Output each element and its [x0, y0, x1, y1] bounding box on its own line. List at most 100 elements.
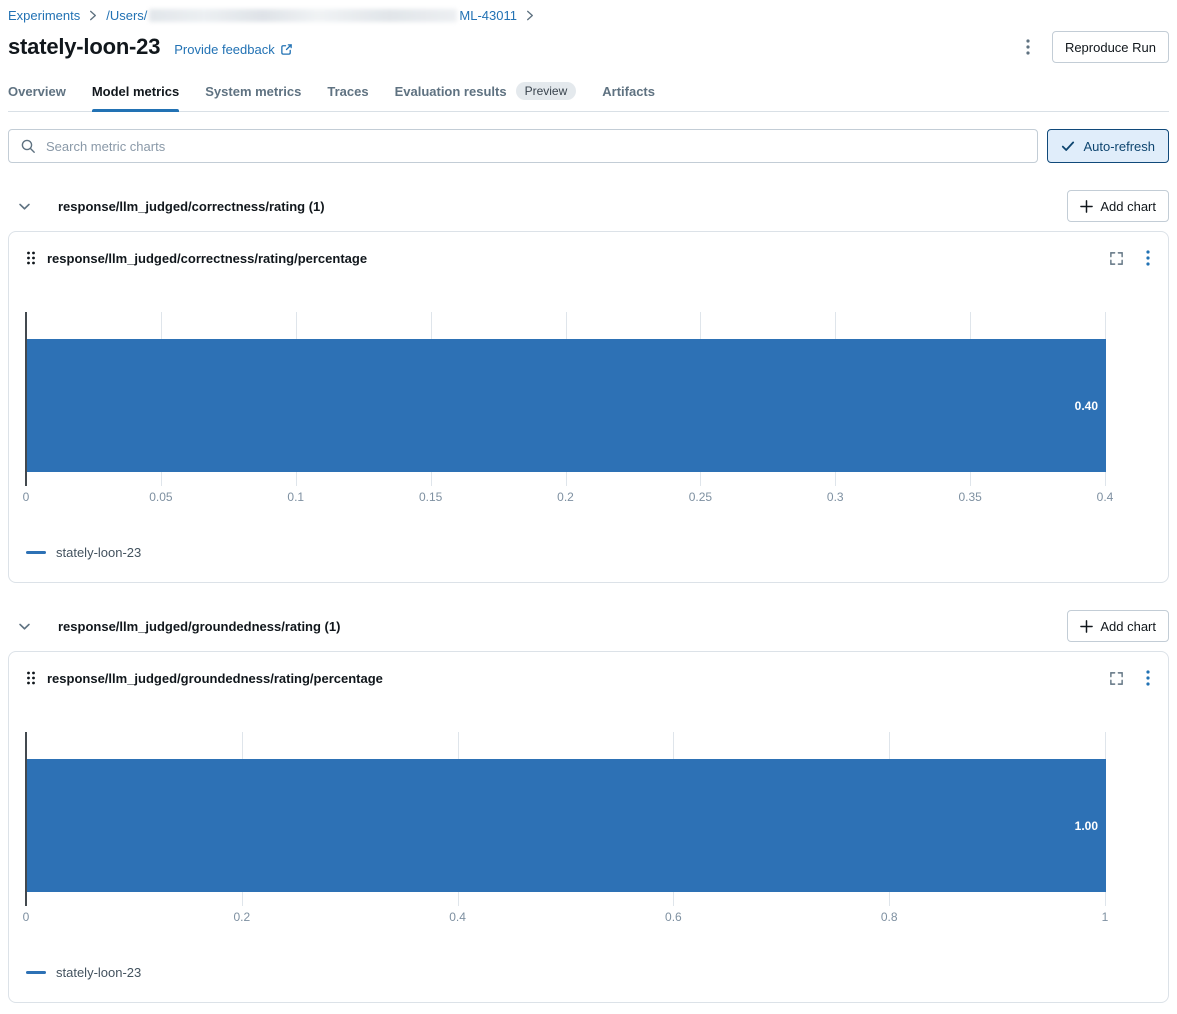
tab-evaluation-results[interactable]: Evaluation results Preview — [395, 76, 577, 111]
x-axis-ticks: 0 0.2 0.4 0.6 0.8 1 — [22, 897, 1109, 925]
auto-refresh-label: Auto-refresh — [1083, 138, 1155, 154]
tab-model-metrics[interactable]: Model metrics — [91, 76, 180, 112]
chevron-right-icon — [526, 10, 534, 21]
tab-label: Traces — [327, 83, 369, 99]
metrics-toolbar: Auto-refresh — [8, 129, 1169, 163]
x-tick-label: 0.1 — [287, 490, 305, 504]
bar[interactable]: 1.00 — [27, 759, 1106, 892]
chart-overflow-menu-button[interactable] — [1146, 670, 1150, 686]
tab-system-metrics[interactable]: System metrics — [205, 76, 301, 111]
bar[interactable]: 0.40 — [27, 339, 1106, 472]
chart-legend[interactable]: stately-loon-23 — [26, 545, 1168, 560]
chart-card-header: response/llm_judged/groundedness/rating/… — [9, 667, 1168, 689]
x-tick-label: 0.4 — [449, 910, 466, 924]
section-header: response/llm_judged/correctness/rating (… — [8, 190, 1169, 222]
metric-section: response/llm_judged/groundedness/rating … — [8, 610, 1169, 1003]
tab-bar: Overview Model metrics System metrics Tr… — [8, 76, 1169, 112]
add-chart-label: Add chart — [1100, 618, 1156, 634]
expand-chart-button[interactable] — [1109, 671, 1124, 686]
chart-card: response/llm_judged/groundedness/rating/… — [8, 651, 1169, 1003]
plus-icon — [1080, 199, 1094, 213]
section-title: response/llm_judged/groundedness/rating … — [58, 618, 341, 634]
x-tick-label: 0.6 — [665, 910, 682, 924]
chart-card: response/llm_judged/correctness/rating/p… — [8, 231, 1169, 583]
add-chart-label: Add chart — [1100, 198, 1156, 214]
tab-artifacts[interactable]: Artifacts — [602, 76, 655, 111]
chevron-down-icon — [19, 203, 30, 210]
auto-refresh-toggle[interactable]: Auto-refresh — [1047, 129, 1169, 163]
section-title: response/llm_judged/correctness/rating (… — [58, 198, 325, 214]
x-axis-ticks: 0 0.05 0.1 0.15 0.2 0.25 0.3 0.35 0.4 — [22, 477, 1114, 505]
section-collapse-button[interactable] — [12, 616, 37, 637]
plus-icon — [1080, 619, 1094, 633]
fullscreen-icon — [1110, 251, 1123, 265]
x-tick-label: 0.15 — [418, 490, 443, 504]
section-header: response/llm_judged/groundedness/rating … — [8, 610, 1169, 642]
kebab-icon — [1146, 670, 1150, 686]
preview-badge: Preview — [515, 82, 577, 100]
x-tick-label: 0 — [22, 910, 30, 924]
search-metric-charts-input[interactable] — [44, 137, 1027, 155]
x-tick-label: 0.05 — [149, 490, 173, 504]
reproduce-run-button[interactable]: Reproduce Run — [1051, 31, 1169, 63]
plot-area: 0.40 — [25, 312, 1106, 486]
chart-card-header: response/llm_judged/correctness/rating/p… — [9, 247, 1168, 269]
x-tick-label: 0 — [22, 490, 30, 504]
breadcrumb: Experiments /Users/ML-43011 — [8, 6, 1169, 24]
legend-line-icon — [26, 971, 46, 974]
check-icon — [1061, 139, 1075, 153]
provide-feedback-label: Provide feedback — [174, 42, 275, 57]
x-tick-label: 0.2 — [557, 490, 574, 504]
y-axis-line — [25, 312, 27, 486]
chevron-right-icon — [89, 10, 97, 21]
chart-title: response/llm_judged/correctness/rating/p… — [47, 250, 368, 266]
kebab-icon — [1146, 250, 1150, 266]
kebab-icon — [1026, 39, 1030, 55]
breadcrumb-path-suffix[interactable]: ML-43011 — [459, 7, 517, 23]
drag-handle-icon[interactable] — [26, 251, 36, 265]
page-header: stately-loon-23 Provide feedback Reprodu… — [8, 31, 1169, 63]
metric-section: response/llm_judged/correctness/rating (… — [8, 190, 1169, 583]
drag-handle-icon[interactable] — [26, 671, 36, 685]
tab-label: Model metrics — [91, 83, 180, 99]
expand-chart-button[interactable] — [1109, 251, 1124, 266]
page-title: stately-loon-23 — [8, 34, 161, 59]
tab-overview[interactable]: Overview — [8, 76, 66, 111]
external-link-icon — [280, 43, 293, 56]
x-tick-label: 0.4 — [1096, 490, 1114, 504]
bar-value-label: 0.40 — [1074, 398, 1098, 413]
chart-overflow-menu-button[interactable] — [1146, 250, 1150, 266]
bar-value-label: 1.00 — [1074, 818, 1098, 833]
breadcrumb-experiment-path-link[interactable]: /Users/ML-43011 — [106, 8, 517, 23]
chart-title: response/llm_judged/groundedness/rating/… — [47, 670, 383, 686]
tab-label: System metrics — [205, 83, 302, 99]
x-tick-label: 1 — [1101, 910, 1109, 924]
tab-label: Evaluation results — [394, 83, 507, 99]
search-box[interactable] — [8, 129, 1039, 163]
tab-label: Overview — [8, 83, 66, 99]
x-tick-label: 0.8 — [880, 910, 898, 924]
x-tick-label: 0.3 — [826, 490, 844, 504]
legend-label: stately-loon-23 — [56, 965, 142, 980]
x-tick-label: 0.2 — [233, 910, 251, 924]
legend-line-icon — [26, 551, 46, 554]
x-tick-label: 0.35 — [958, 490, 982, 504]
chart-legend[interactable]: stately-loon-23 — [26, 965, 1168, 980]
y-axis-line — [25, 732, 27, 906]
breadcrumb-experiments-link[interactable]: Experiments — [8, 7, 81, 23]
section-collapse-button[interactable] — [12, 196, 37, 217]
search-icon — [20, 138, 36, 154]
tab-label: Artifacts — [602, 83, 655, 99]
redacted-path — [149, 8, 458, 22]
tab-traces[interactable]: Traces — [327, 76, 368, 111]
add-chart-button[interactable]: Add chart — [1067, 610, 1169, 642]
legend-label: stately-loon-23 — [56, 545, 142, 560]
provide-feedback-link[interactable]: Provide feedback — [174, 42, 292, 57]
chevron-down-icon — [19, 623, 30, 630]
plot-area: 1.00 — [25, 732, 1106, 906]
page-overflow-menu-button[interactable] — [1018, 35, 1038, 59]
x-tick-label: 0.25 — [688, 490, 713, 504]
breadcrumb-path-prefix[interactable]: /Users/ — [106, 7, 148, 23]
add-chart-button[interactable]: Add chart — [1067, 190, 1169, 222]
